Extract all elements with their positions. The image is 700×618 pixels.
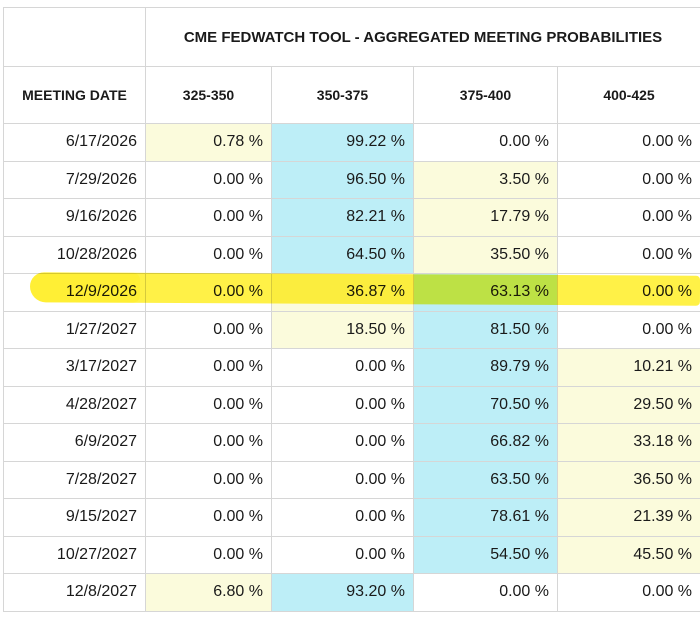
table-row: 7/29/2026 0.00 % 96.50 % 3.50 % 0.00 % <box>4 161 700 199</box>
table-row: 4/28/2027 0.00 % 0.00 % 70.50 % 29.50 % <box>4 386 700 424</box>
probability-cell: 64.50 % <box>272 236 414 274</box>
probability-cell: 3.50 % <box>414 161 558 199</box>
probability-cell: 0.00 % <box>272 536 414 574</box>
title-row: CME FEDWATCH TOOL - AGGREGATED MEETING P… <box>4 8 700 67</box>
probability-cell: 96.50 % <box>272 161 414 199</box>
corner-cell <box>4 8 146 67</box>
probability-cell: 0.00 % <box>272 386 414 424</box>
probability-cell: 0.00 % <box>414 574 558 612</box>
probability-cell: 54.50 % <box>414 536 558 574</box>
probability-cell: 0.00 % <box>558 199 700 237</box>
probabilities-table: CME FEDWATCH TOOL - AGGREGATED MEETING P… <box>3 7 700 612</box>
probability-cell: 0.00 % <box>146 424 272 462</box>
meeting-date-cell: 10/27/2027 <box>4 536 146 574</box>
probability-cell: 45.50 % <box>558 536 700 574</box>
probability-cell: 36.87 % <box>272 274 414 312</box>
probability-cell: 82.21 % <box>272 199 414 237</box>
probability-cell: 66.82 % <box>414 424 558 462</box>
probability-cell: 33.18 % <box>558 424 700 462</box>
meeting-date-cell: 9/15/2027 <box>4 499 146 537</box>
meeting-date-cell: 6/17/2026 <box>4 124 146 162</box>
probability-cell: 70.50 % <box>414 386 558 424</box>
meeting-date-header: MEETING DATE <box>4 67 146 124</box>
table-row: 1/27/2027 0.00 % 18.50 % 81.50 % 0.00 % <box>4 311 700 349</box>
probability-cell: 0.00 % <box>272 461 414 499</box>
table-row: 6/9/2027 0.00 % 0.00 % 66.82 % 33.18 % <box>4 424 700 462</box>
probability-cell: 89.79 % <box>414 349 558 387</box>
table-row: 10/27/2027 0.00 % 0.00 % 54.50 % 45.50 % <box>4 536 700 574</box>
meeting-date-cell: 7/29/2026 <box>4 161 146 199</box>
probability-cell: 18.50 % <box>272 311 414 349</box>
meeting-date-cell: 12/9/2026 <box>4 274 146 312</box>
probability-cell: 0.00 % <box>558 274 700 312</box>
probability-cell: 6.80 % <box>146 574 272 612</box>
probability-cell: 99.22 % <box>272 124 414 162</box>
probability-cell: 17.79 % <box>414 199 558 237</box>
probability-cell: 0.00 % <box>272 424 414 462</box>
probability-cell: 0.00 % <box>558 161 700 199</box>
table-row: 7/28/2027 0.00 % 0.00 % 63.50 % 36.50 % <box>4 461 700 499</box>
probability-cell: 81.50 % <box>414 311 558 349</box>
table-row: 3/17/2027 0.00 % 0.00 % 89.79 % 10.21 % <box>4 349 700 387</box>
probability-cell: 0.00 % <box>146 461 272 499</box>
probability-cell: 0.00 % <box>558 311 700 349</box>
meeting-date-cell: 6/9/2027 <box>4 424 146 462</box>
range-header-325-350: 325-350 <box>146 67 272 124</box>
probability-cell: 78.61 % <box>414 499 558 537</box>
probability-cell: 0.00 % <box>146 499 272 537</box>
range-header-375-400: 375-400 <box>414 67 558 124</box>
meeting-date-cell: 4/28/2027 <box>4 386 146 424</box>
probability-cell: 0.00 % <box>558 124 700 162</box>
range-header-350-375: 350-375 <box>272 67 414 124</box>
table-row: 12/8/2027 6.80 % 93.20 % 0.00 % 0.00 % <box>4 574 700 612</box>
probability-cell: 0.00 % <box>414 124 558 162</box>
probability-cell: 0.00 % <box>146 349 272 387</box>
table-row-highlighted: 12/9/2026 0.00 % 36.87 % 63.13 % 0.00 % <box>4 274 700 312</box>
range-header-400-425: 400-425 <box>558 67 700 124</box>
probability-cell: 0.00 % <box>146 536 272 574</box>
meeting-date-cell: 9/16/2026 <box>4 199 146 237</box>
probability-cell: 29.50 % <box>558 386 700 424</box>
table-row: 9/15/2027 0.00 % 0.00 % 78.61 % 21.39 % <box>4 499 700 537</box>
probability-cell: 0.00 % <box>272 499 414 537</box>
meeting-date-cell: 1/27/2027 <box>4 311 146 349</box>
probability-cell: 0.00 % <box>146 386 272 424</box>
meeting-date-cell: 10/28/2026 <box>4 236 146 274</box>
table-row: 10/28/2026 0.00 % 64.50 % 35.50 % 0.00 % <box>4 236 700 274</box>
probability-cell: 93.20 % <box>272 574 414 612</box>
probability-cell: 63.13 % <box>414 274 558 312</box>
probability-cell: 35.50 % <box>414 236 558 274</box>
probability-cell: 10.21 % <box>558 349 700 387</box>
probability-cell: 0.00 % <box>146 236 272 274</box>
table-title: CME FEDWATCH TOOL - AGGREGATED MEETING P… <box>146 8 700 67</box>
probability-cell: 0.78 % <box>146 124 272 162</box>
meeting-date-cell: 12/8/2027 <box>4 574 146 612</box>
probability-cell: 63.50 % <box>414 461 558 499</box>
probability-cell: 0.00 % <box>146 311 272 349</box>
probability-cell: 0.00 % <box>146 274 272 312</box>
table-row: 9/16/2026 0.00 % 82.21 % 17.79 % 0.00 % <box>4 199 700 237</box>
probability-cell: 0.00 % <box>558 236 700 274</box>
meeting-date-cell: 7/28/2027 <box>4 461 146 499</box>
probability-cell: 0.00 % <box>272 349 414 387</box>
probability-cell: 36.50 % <box>558 461 700 499</box>
probability-cell: 0.00 % <box>558 574 700 612</box>
probability-cell: 0.00 % <box>146 199 272 237</box>
meeting-date-cell: 3/17/2027 <box>4 349 146 387</box>
column-header-row: MEETING DATE 325-350 350-375 375-400 400… <box>4 67 700 124</box>
probability-cell: 0.00 % <box>146 161 272 199</box>
table-row: 6/17/2026 0.78 % 99.22 % 0.00 % 0.00 % <box>4 124 700 162</box>
probability-cell: 21.39 % <box>558 499 700 537</box>
